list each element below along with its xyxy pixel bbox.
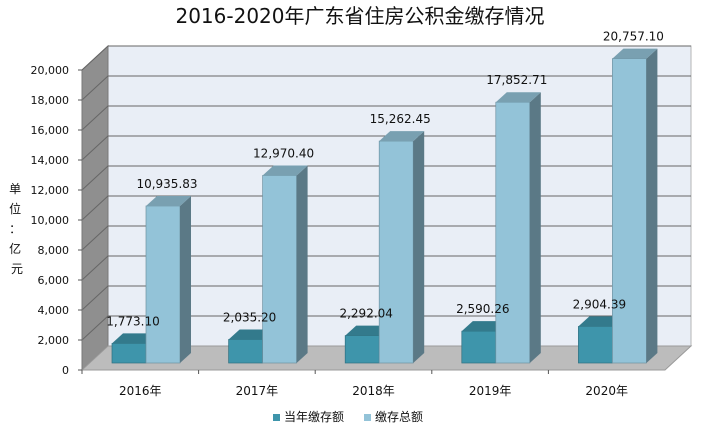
y-tick-label: 12,000 — [31, 184, 70, 197]
x-category-label: 2016年 — [119, 384, 162, 398]
bar-side — [180, 195, 191, 363]
bar-total-3 — [495, 92, 541, 364]
gridline — [81, 75, 691, 101]
bar-front — [378, 140, 414, 364]
data-label: 12,970.40 — [253, 146, 314, 160]
x-category-label: 2019年 — [469, 384, 512, 398]
x-category-label: 2017年 — [236, 384, 279, 398]
y-tick-label: 8,000 — [38, 244, 70, 257]
legend-swatch-total — [364, 414, 371, 421]
bar-top — [612, 48, 658, 59]
bar-front — [461, 330, 497, 364]
data-label: 2,904.39 — [573, 297, 626, 311]
data-label: 2,035.20 — [223, 310, 276, 324]
x-category-label: 2018年 — [352, 384, 395, 398]
bar-side — [296, 165, 308, 363]
legend: 当年缴存额 缴存总额 — [273, 409, 423, 424]
chart-title: 2016-2020年广东省住房公积金缴存情况 — [175, 4, 544, 28]
y-axis-label-char: ： — [9, 222, 21, 236]
y-tick-label: 2,000 — [38, 334, 70, 347]
bar-top — [262, 165, 308, 176]
y-axis-label: 单 位 ： 亿 元 — [9, 182, 25, 276]
x-axis-categories: 2016年 2017年 2018年 2019年 2020年 — [81, 370, 628, 398]
data-label: 15,262.45 — [370, 112, 431, 126]
y-tick-label: 4,000 — [38, 304, 70, 317]
bar-front — [262, 175, 297, 364]
legend-label-annual: 当年缴存额 — [284, 409, 344, 424]
y-tick-label: 18,000 — [31, 94, 70, 107]
y-axis-ticks: 0 2,000 4,000 6,000 8,000 10,000 12,000 14,000 1… — [31, 64, 82, 377]
bar-front — [578, 326, 613, 364]
y-tick-label: 20,000 — [31, 64, 70, 77]
y-tick-label: 16,000 — [31, 124, 70, 137]
bar-total-2 — [378, 131, 425, 364]
bar-front — [495, 101, 531, 364]
bar-side — [646, 48, 658, 364]
y-axis-label-char: 位 — [9, 201, 21, 216]
data-label: 10,935.83 — [136, 177, 197, 191]
data-label: 2,590.26 — [456, 302, 509, 316]
bar-front — [612, 58, 647, 364]
y-axis-label-char: 元 — [11, 262, 23, 276]
y-tick-label: 10,000 — [31, 214, 70, 227]
y-axis-label-char: 亿 — [9, 241, 21, 256]
y-tick-label: 14,000 — [31, 154, 70, 167]
x-category-label: 2020年 — [585, 384, 628, 398]
legend-label-total: 缴存总额 — [375, 409, 423, 424]
bar-total-1 — [262, 165, 308, 364]
bar-total-0 — [145, 195, 191, 364]
data-label: 20,757.10 — [603, 30, 664, 44]
bar-front — [145, 205, 181, 364]
bar-top — [146, 195, 191, 206]
bar-front — [111, 343, 147, 364]
gridline — [81, 45, 691, 71]
bar-side — [529, 92, 541, 363]
data-label: 17,852.71 — [486, 73, 547, 87]
legend-swatch-annual — [273, 414, 280, 421]
bar-top — [379, 131, 425, 142]
bar-group — [111, 48, 658, 364]
data-labels: 1,773.10 10,935.83 2,035.20 12,970.40 2,292.… — [106, 30, 664, 329]
bar-top — [495, 92, 541, 103]
y-tick-label: 0 — [62, 364, 69, 377]
bar-total-4 — [612, 48, 658, 364]
bar-side — [413, 131, 425, 363]
y-axis-label-char: 单 — [9, 182, 21, 196]
y-tick-label: 6,000 — [38, 274, 70, 287]
bar-front — [344, 335, 380, 364]
bar-front — [228, 339, 263, 364]
data-label: 2,292.04 — [339, 307, 392, 321]
data-label: 1,773.10 — [106, 314, 159, 328]
